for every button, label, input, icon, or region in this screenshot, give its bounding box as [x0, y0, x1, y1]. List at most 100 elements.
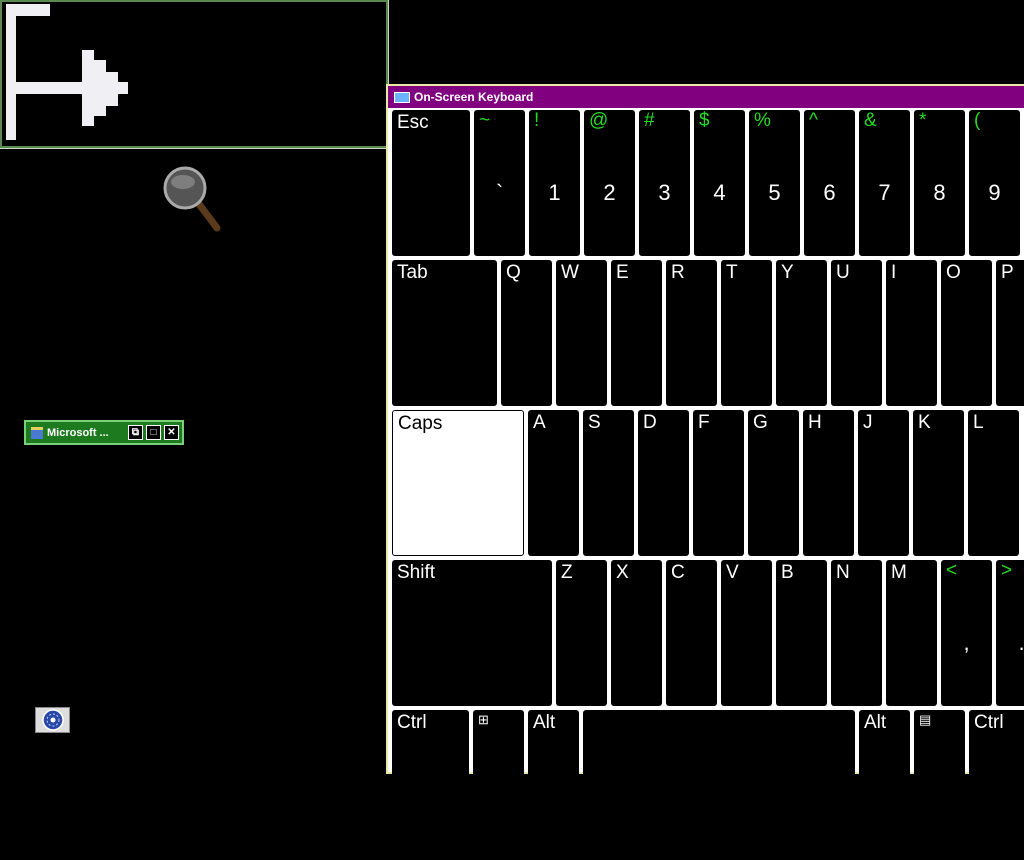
key-label: C: [671, 562, 685, 583]
keyboard-icon: [394, 91, 410, 103]
key-menu[interactable]: ▤: [914, 710, 965, 856]
key-label: E: [616, 262, 629, 283]
title-bar[interactable]: On-Screen Keyboard: [388, 86, 1024, 108]
base-char: 9: [988, 180, 1001, 205]
key-x[interactable]: X: [611, 560, 662, 706]
key-row: Esc ~ `! 1 @2 #3 $4% 5 ^ 6 & 7 * 8(9: [392, 110, 1024, 256]
key-row: Shift Z X C V B N M <, >.: [392, 560, 1024, 706]
shift-char: &: [864, 110, 877, 131]
key-label: H: [808, 412, 822, 433]
base-char: 6: [823, 180, 836, 205]
key-label: Alt: [533, 712, 556, 733]
base-char: .: [1018, 630, 1024, 655]
key-a[interactable]: A: [528, 410, 579, 556]
key-label: L: [973, 412, 984, 433]
key-label: T: [726, 262, 738, 283]
on-screen-keyboard-window: On-Screen Keyboard Esc ~ `! 1 @2 #3 $4% 5 ^ 6 & 7 * 8…: [386, 84, 1024, 856]
key-label: B: [781, 562, 794, 583]
base-char: `: [495, 180, 504, 205]
key-label: Esc: [397, 112, 429, 133]
key-k[interactable]: K: [913, 410, 964, 556]
key-3[interactable]: #3: [639, 110, 690, 256]
key-b[interactable]: B: [776, 560, 827, 706]
key-label: Alt: [864, 712, 887, 733]
key-g[interactable]: G: [748, 410, 799, 556]
key-2[interactable]: @2: [584, 110, 635, 256]
magnifier-icon[interactable]: [163, 166, 223, 232]
key-alt[interactable]: Alt: [859, 710, 910, 856]
key-t[interactable]: T: [721, 260, 772, 406]
key-96[interactable]: ~ `: [474, 110, 525, 256]
key-c[interactable]: C: [666, 560, 717, 706]
key-row: Tab Q W E R T Y U I O P: [392, 260, 1024, 406]
key-label: F: [698, 412, 710, 433]
base-char: 8: [933, 180, 946, 205]
key-caps[interactable]: Caps: [392, 410, 524, 556]
key-44[interactable]: <,: [941, 560, 992, 706]
key-esc[interactable]: Esc: [392, 110, 470, 256]
shift-char: >: [1001, 560, 1013, 581]
restore-button[interactable]: ⧉: [128, 425, 143, 440]
key-v[interactable]: V: [721, 560, 772, 706]
shift-char: ^: [809, 110, 818, 131]
maximize-button[interactable]: □: [146, 425, 161, 440]
key-y[interactable]: Y: [776, 260, 827, 406]
key-o[interactable]: O: [941, 260, 992, 406]
key-row: Caps A S D F G H J K L: [392, 410, 1024, 556]
key-r[interactable]: R: [666, 260, 717, 406]
base-char: 2: [603, 180, 616, 205]
key-alt[interactable]: Alt: [528, 710, 579, 856]
app-icon: [31, 426, 43, 439]
shift-char: !: [534, 110, 540, 131]
compass-icon: [41, 709, 64, 731]
key-7[interactable]: & 7: [859, 110, 910, 256]
shift-char: %: [754, 110, 771, 131]
key-label: M: [891, 562, 907, 583]
key-windows-logo[interactable]: ⊞: [473, 710, 524, 856]
key-46[interactable]: >.: [996, 560, 1024, 706]
key-label: Ctrl: [974, 712, 1004, 733]
key-n[interactable]: N: [831, 560, 882, 706]
key-m[interactable]: M: [886, 560, 937, 706]
key-j[interactable]: J: [858, 410, 909, 556]
key-label: Z: [561, 562, 573, 583]
key-f[interactable]: F: [693, 410, 744, 556]
key-label: K: [918, 412, 931, 433]
desktop-app-icon[interactable]: [35, 707, 70, 733]
key-d[interactable]: D: [638, 410, 689, 556]
key-z[interactable]: Z: [556, 560, 607, 706]
key-u[interactable]: U: [831, 260, 882, 406]
key-6[interactable]: ^ 6: [804, 110, 855, 256]
key-label: D: [643, 412, 657, 433]
key-1[interactable]: ! 1: [529, 110, 580, 256]
key-8[interactable]: * 8: [914, 110, 965, 256]
key-label: O: [946, 262, 961, 283]
minimized-window[interactable]: Microsoft ... ⧉ □ ✕: [24, 420, 184, 445]
key-q[interactable]: Q: [501, 260, 552, 406]
key-label: V: [726, 562, 739, 583]
key-i[interactable]: I: [886, 260, 937, 406]
key-p[interactable]: P: [996, 260, 1024, 406]
key-shift[interactable]: Shift: [392, 560, 552, 706]
key-5[interactable]: % 5: [749, 110, 800, 256]
key-9[interactable]: (9: [969, 110, 1020, 256]
shift-char: <: [946, 560, 958, 581]
key-ctrl[interactable]: Ctrl: [392, 710, 469, 856]
key-s[interactable]: S: [583, 410, 634, 556]
key-l[interactable]: L: [968, 410, 1019, 556]
key-tab[interactable]: Tab: [392, 260, 497, 406]
key-space[interactable]: [583, 710, 855, 856]
close-button[interactable]: ✕: [164, 425, 179, 440]
key-label: S: [588, 412, 601, 433]
key-label: Ctrl: [397, 712, 427, 733]
base-char: 7: [878, 180, 891, 205]
key-ctrl[interactable]: Ctrl: [969, 710, 1024, 856]
key-h[interactable]: H: [803, 410, 854, 556]
key-label: G: [753, 412, 768, 433]
key-4[interactable]: $4: [694, 110, 745, 256]
windows-logo-icon: ⊞: [478, 712, 489, 727]
key-w[interactable]: W: [556, 260, 607, 406]
base-char: 4: [713, 180, 726, 205]
base-char: 5: [768, 180, 781, 205]
key-e[interactable]: E: [611, 260, 662, 406]
